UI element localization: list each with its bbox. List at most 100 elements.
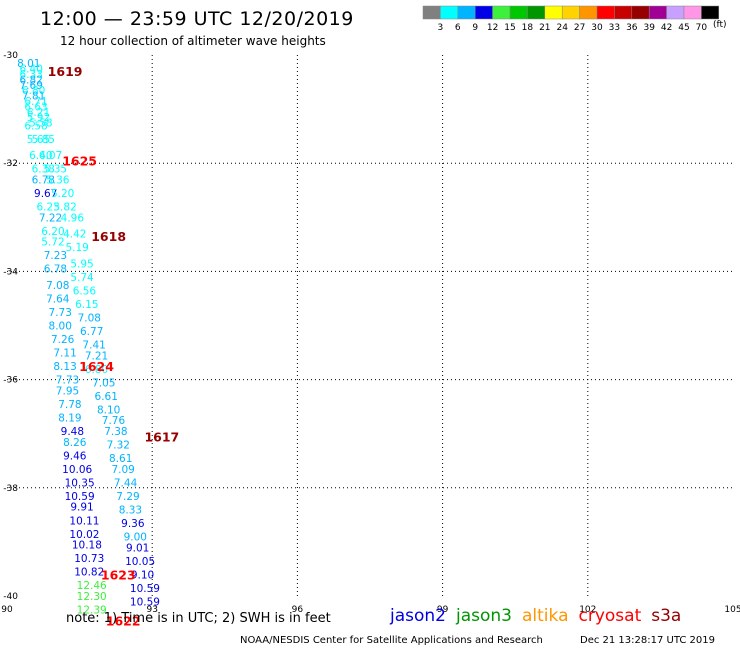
wave-height-label: 7.29 — [116, 491, 139, 503]
color-scale-label: 42 — [661, 23, 672, 33]
wave-height-label: 10.59 — [65, 491, 95, 503]
color-scale-label: 18 — [522, 23, 534, 33]
wave-height-label: 6.40 — [20, 64, 43, 76]
wave-height-label: 7.26 — [51, 334, 75, 346]
wave-height-label: 7.81 — [22, 91, 45, 103]
wave-height-label: 9.46 — [63, 450, 87, 462]
color-scale-label: 21 — [539, 23, 550, 33]
color-scale-label: 39 — [643, 23, 655, 33]
wave-height-label: 10.73 — [74, 553, 104, 565]
wave-height-label: 10.18 — [72, 540, 102, 552]
wave-height-label: 4.96 — [61, 212, 85, 224]
wave-height-label: 9.01 — [126, 542, 149, 554]
x-tick-label: 105 — [724, 605, 740, 615]
x-tick-label: 90 — [1, 605, 13, 615]
wave-height-label: 4.42 — [63, 229, 86, 241]
color-scale-swatch — [457, 5, 476, 20]
x-tick-label: 93 — [146, 605, 157, 615]
wave-height-label: 8.19 — [58, 412, 81, 424]
wave-height-label: 7.21 — [85, 350, 108, 362]
wave-height-label: 7.09 — [111, 464, 134, 476]
wave-height-label: 5.19 — [65, 242, 88, 254]
wave-height-label: 12.46 — [77, 580, 107, 592]
color-scale-swatch — [631, 5, 650, 20]
wave-height-label: 6.38 — [32, 164, 55, 176]
color-scale-label: 45 — [678, 23, 689, 33]
wave-height-label: 8.33 — [119, 504, 142, 516]
wave-height-label: 7.44 — [114, 477, 138, 489]
color-scale-swatch — [474, 5, 493, 20]
pass-time-label: 1623 — [101, 567, 136, 582]
wave-height-label: 10.02 — [69, 529, 99, 541]
color-scale-swatch — [422, 5, 441, 20]
y-tick-label: -36 — [3, 376, 18, 386]
color-scale-swatch — [701, 5, 720, 20]
wave-height-label: 9.36 — [121, 518, 145, 530]
wave-height-label: 7.69 — [20, 80, 43, 92]
credit-line: NOAA/NESDIS Center for Satellite Applica… — [240, 635, 543, 646]
y-tick-label: -32 — [3, 159, 18, 169]
wave-height-label: 12.39 — [77, 605, 107, 617]
y-tick-label: -30 — [3, 51, 18, 61]
wave-height-label: 5.36 — [46, 174, 70, 186]
generated-timestamp: Dec 21 13:28:17 UTC 2019 — [580, 635, 715, 646]
y-tick-label: -34 — [3, 267, 18, 277]
color-scale-swatch — [527, 5, 546, 20]
chart-subtitle: 12 hour collection of altimeter wave hei… — [60, 34, 326, 48]
wave-height-label: 9.10 — [131, 569, 154, 581]
wave-height-label: 10.35 — [65, 477, 95, 489]
color-scale-swatch — [614, 5, 633, 20]
color-scale-swatch — [648, 5, 667, 20]
wave-height-label: 7.76 — [102, 415, 126, 427]
legend-item-jason3: jason3 — [456, 606, 512, 626]
satellite-legend: jason2 jason3 altika cryosat s3a — [390, 606, 691, 626]
pass-time-label: 1619 — [48, 64, 83, 79]
x-tick-label: 96 — [292, 605, 304, 615]
color-scale-swatch — [683, 5, 702, 20]
wave-height-label: 6.78 — [44, 264, 67, 276]
wave-height-label: 7.08 — [46, 280, 69, 292]
chart-grid — [7, 55, 733, 596]
legend-item-altika: altika — [522, 606, 569, 626]
wave-height-label: 5.58 — [29, 118, 52, 130]
wave-height-label: 5.65 — [27, 134, 50, 146]
pass-time-label: 1617 — [144, 429, 179, 444]
pass-time-label: 1624 — [79, 359, 114, 374]
y-tick-label: -38 — [3, 484, 18, 494]
wave-height-label: 7.23 — [44, 250, 67, 262]
color-scale-swatch — [440, 5, 459, 20]
wave-height-label: 6.71 — [24, 96, 47, 108]
color-scale-label: 70 — [696, 23, 708, 33]
wave-height-label: 6.33 — [20, 69, 43, 81]
wave-height-label: 6.61 — [95, 391, 118, 403]
footnote: note: 1) Time is in UTC; 2) SWH is in fe… — [66, 611, 331, 626]
wave-height-label: 7.08 — [78, 312, 101, 324]
wave-height-label: 10.06 — [62, 464, 92, 476]
x-tick-label: 102 — [579, 605, 596, 615]
color-scale-unit: (ft) — [713, 20, 727, 30]
color-scale-label: 6 — [455, 23, 461, 33]
wave-height-label: 6.56 — [73, 285, 97, 297]
wave-height-label: 6.23 — [36, 201, 59, 213]
wave-height-label: 7.95 — [56, 385, 79, 397]
wave-height-label: 6.15 — [75, 299, 98, 311]
wave-height-label: 6.82 — [20, 74, 43, 86]
wave-height-label: 9.91 — [70, 502, 93, 514]
wave-height-label: 8.13 — [53, 361, 76, 373]
color-scale-label: 36 — [626, 23, 638, 33]
color-scale-swatch — [509, 5, 528, 20]
wave-height-label: 5.72 — [41, 237, 64, 249]
pass-time-label: 1618 — [91, 229, 126, 244]
wave-height-marks: 8.016.406.336.827.696.807.816.716.636.21… — [17, 58, 179, 628]
pass-time-label: 1625 — [62, 153, 97, 168]
color-scale-bar: 3 6 9 12 15 18 21 24 27 30 33 36 39 42 45 70 — [422, 5, 720, 33]
pass-time-label: 1622 — [106, 613, 141, 628]
color-scale-label: 9 — [472, 23, 478, 33]
chart-axes: 90 93 96 99 102 105 -30 -32 -34 -36 -38 -40 — [1, 51, 740, 615]
wave-height-label: 9.67 — [34, 188, 57, 200]
chart-title: 12:00 — 23:59 UTC 12/20/2019 — [40, 8, 354, 30]
wave-height-label: 5.92 — [27, 112, 50, 124]
wave-height-label: 7.64 — [46, 293, 70, 305]
wave-height-label: 8.26 — [63, 437, 87, 449]
